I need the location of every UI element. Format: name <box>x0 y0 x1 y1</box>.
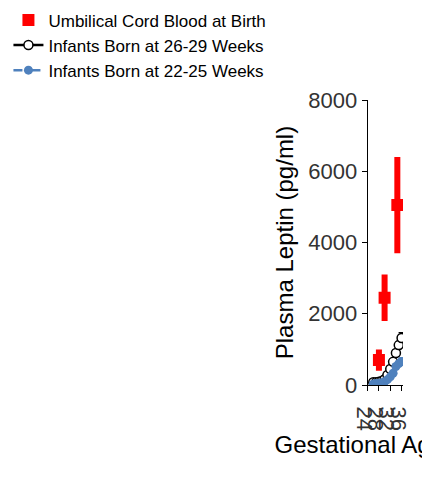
svg-text:8000: 8000 <box>308 88 357 113</box>
svg-text:28: 28 <box>363 406 388 430</box>
svg-text:36: 36 <box>386 406 411 430</box>
svg-text:Infants Born at 26-29 Weeks: Infants Born at 26-29 Weeks <box>48 37 263 56</box>
svg-text:2000: 2000 <box>308 301 357 326</box>
svg-text:4000: 4000 <box>308 230 357 255</box>
svg-text:Gestational Age (wk): Gestational Age (wk) <box>275 431 422 458</box>
svg-text:Umbilical Cord Blood at Birth: Umbilical Cord Blood at Birth <box>48 12 265 31</box>
svg-text:6000: 6000 <box>308 159 357 184</box>
svg-text:32: 32 <box>374 406 399 430</box>
svg-text:Plasma Leptin (pg/ml): Plasma Leptin (pg/ml) <box>271 126 298 359</box>
svg-text:0: 0 <box>345 373 357 398</box>
svg-text:Infants Born at 22-25 Weeks: Infants Born at 22-25 Weeks <box>48 62 263 81</box>
svg-text:24: 24 <box>352 406 377 430</box>
